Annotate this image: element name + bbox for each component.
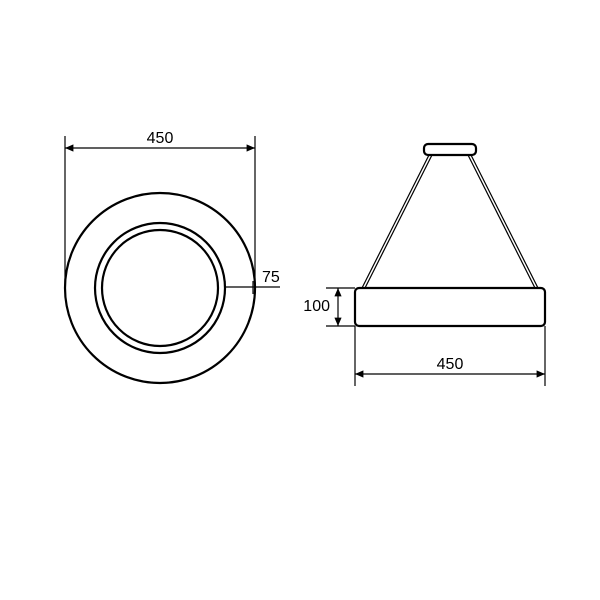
lamp-body bbox=[355, 288, 545, 326]
ceiling-mount bbox=[424, 144, 476, 155]
side-view: 450 100 bbox=[303, 144, 545, 386]
technical-drawing: 450 75 450 100 bbox=[0, 0, 600, 600]
width-label: 450 bbox=[437, 356, 464, 373]
ring-width-label: 75 bbox=[262, 269, 280, 286]
height-label: 100 bbox=[303, 298, 330, 315]
wire-right bbox=[468, 155, 538, 288]
ring-inner-outer-circle bbox=[95, 223, 225, 353]
wire-left bbox=[362, 155, 432, 288]
diameter-label: 450 bbox=[147, 130, 174, 147]
top-view: 450 75 bbox=[65, 130, 280, 383]
ring-inner-inner-circle bbox=[102, 230, 218, 346]
ring-outer-circle bbox=[65, 193, 255, 383]
